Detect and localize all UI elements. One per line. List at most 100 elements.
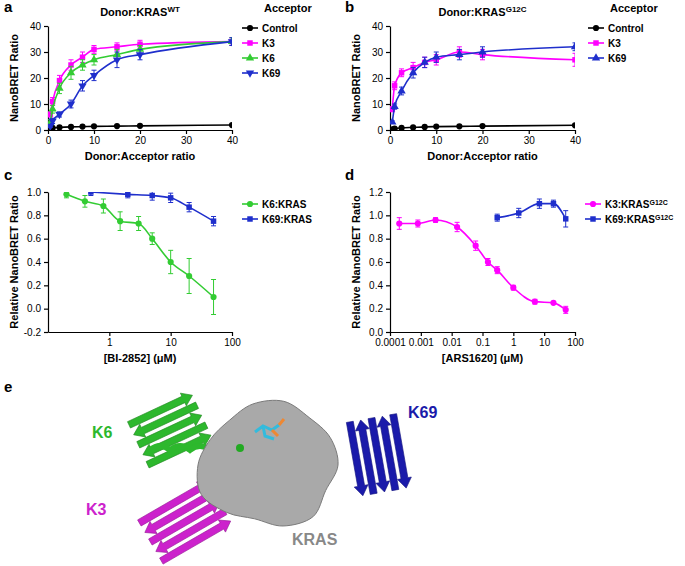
chart: 0.00010.0010.010.11101000.00.20.40.60.81… (350, 187, 584, 364)
legend-marker (247, 40, 252, 45)
y-tick: 0 (377, 125, 390, 136)
data-point (473, 243, 479, 249)
legend-marker (247, 25, 253, 31)
data-point (82, 198, 88, 204)
data-point (532, 299, 538, 305)
x-tick-mark (482, 130, 483, 134)
y-tick-mark (386, 309, 390, 310)
legend-entry: K6:KRAS (262, 199, 307, 210)
data-point (415, 220, 421, 226)
y-tick: 0.2 (27, 280, 48, 291)
series (390, 42, 575, 125)
fit-line (392, 52, 575, 109)
structure-label: K3 (86, 501, 107, 518)
data-point (80, 54, 85, 59)
error-bar (64, 192, 69, 198)
x-tick: 0.001 (409, 332, 434, 348)
chart-title: Donor:KRASG12C (438, 5, 526, 19)
y-tick-mark (386, 332, 390, 333)
data-point (422, 124, 428, 130)
legend-marker (590, 216, 595, 221)
data-point (392, 83, 397, 88)
data-point (90, 55, 98, 62)
y-tick-mark (44, 215, 48, 216)
x-tick: 0.1 (476, 332, 490, 348)
y-tick-label: 0.8 (369, 233, 383, 244)
y-axis-title: Relative NanoBRET Ratio (8, 195, 20, 329)
y-tick-mark (44, 104, 48, 105)
series (494, 199, 568, 227)
y-tick-label: 20 (30, 73, 42, 84)
x-tick-label: 0.01 (442, 337, 462, 348)
y-tick-label: 0 (35, 125, 41, 136)
data-point (494, 215, 499, 220)
error-bar (88, 192, 93, 196)
x-tick-mark (232, 130, 233, 134)
x-axis-title: Donor:Acceptor ratio (85, 150, 196, 162)
y-tick: 1.0 (369, 210, 390, 221)
x-tick-mark (140, 130, 141, 134)
x-tick-mark (436, 130, 437, 134)
data-point (572, 122, 575, 128)
data-point (433, 124, 439, 130)
x-axis-title: [BI-2852] (μM) (104, 352, 177, 364)
x-tick-mark (48, 130, 49, 134)
chart: 110100-0.20.00.20.40.60.81.0[BI-2852] (μ… (8, 187, 241, 364)
x-tick-label: 0.1 (476, 337, 490, 348)
y-tick-label: 0.6 (369, 257, 383, 268)
legend-entry-text: K69:KRAS (605, 214, 655, 225)
plot-area (396, 199, 569, 313)
x-axis-line (49, 332, 233, 333)
series (88, 192, 216, 226)
series (48, 38, 232, 117)
y-tick-label: 0.8 (27, 210, 41, 221)
ion (236, 444, 244, 452)
x-tick-label: 1 (511, 337, 517, 348)
x-axis: 010203040 (46, 130, 239, 146)
x-tick: 20 (135, 130, 147, 146)
panel-label: b (345, 0, 354, 15)
y-tick: 20 (30, 73, 48, 84)
fit-line (50, 42, 232, 123)
error-bar (101, 199, 106, 213)
x-tick-label: 0 (46, 135, 52, 146)
y-tick-mark (44, 262, 48, 263)
legend-entry: K69 (262, 68, 281, 79)
data-point (113, 57, 121, 64)
data-point (168, 195, 173, 200)
x-tick: 0 (388, 130, 394, 146)
y-axis-line (390, 27, 391, 131)
error-bar (563, 211, 568, 227)
legend-title: Acceptor (610, 2, 658, 14)
legend-entry-text: Control (262, 23, 298, 34)
legend-marker (246, 71, 254, 78)
data-point (57, 78, 62, 83)
y-tick-label: 0.0 (27, 303, 41, 314)
y-tick-mark (386, 26, 390, 27)
beta-sheet (343, 413, 413, 497)
data-point (136, 220, 142, 226)
data-point (410, 124, 416, 130)
y-tick: 0.0 (27, 303, 48, 314)
data-point (211, 218, 216, 223)
structure (126, 389, 413, 566)
data-point (100, 203, 106, 209)
legend-entry-text: K6 (262, 53, 275, 64)
data-point (168, 259, 174, 265)
x-tick-label: 1 (107, 337, 113, 348)
error-bar (495, 267, 500, 274)
y-tick-mark (386, 239, 390, 240)
error-bar (415, 220, 420, 227)
error-bar (187, 203, 192, 212)
data-point (432, 52, 440, 59)
data-point (91, 123, 97, 129)
data-point (494, 267, 500, 273)
data-point (550, 300, 556, 306)
y-tick-mark (44, 332, 48, 333)
data-point (455, 50, 463, 57)
x-tick: 1 (511, 332, 517, 348)
y-tick: -0.2 (24, 327, 48, 338)
x-tick-mark (544, 332, 545, 336)
x-axis-title: Donor:Acceptor ratio (427, 150, 538, 162)
figure: a010203040010203040Donor:KRASWTDonor:Acc… (0, 0, 685, 566)
